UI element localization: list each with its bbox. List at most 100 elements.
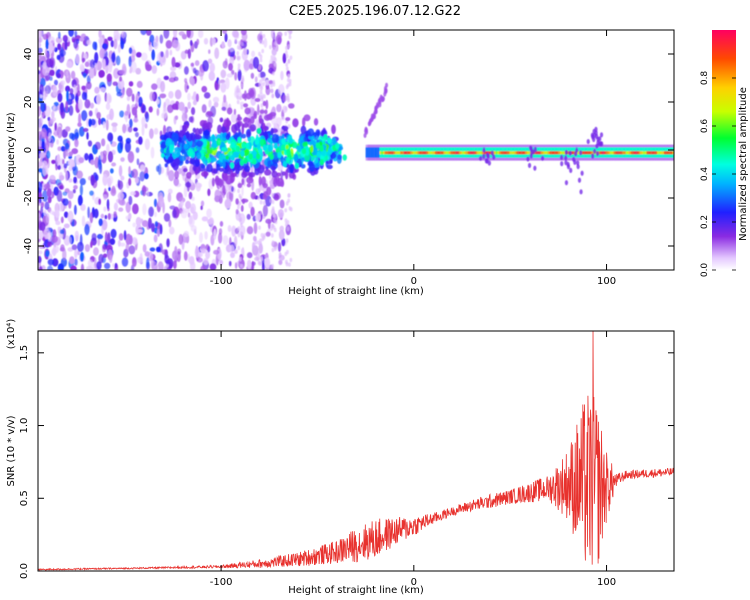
colorbar-label: Normalized spectral amplitude [738,87,749,241]
heatmap-cell [169,49,173,56]
heatmap-cell [180,200,184,207]
heatmap-cell [77,194,83,206]
heatmap-cell [242,122,249,128]
heatmap-cell [258,51,261,57]
heatmap-cell [45,58,53,68]
heatmap-cell [74,204,77,215]
heatmap-cell [262,76,266,82]
heatmap-cell [251,260,255,270]
heatmap-cell [53,79,58,86]
heatmap-cell [265,165,269,171]
heatmap-cell [569,167,573,174]
heatmap-cell [65,101,69,113]
heatmap-cell [220,147,227,152]
heatmap-cell [100,213,105,219]
heatmap-cell [527,162,532,169]
heatmap-cell [236,45,240,50]
heatmap-cell [258,243,263,254]
heatmap-cell [364,126,368,132]
heatmap-cell [128,178,132,186]
heatmap-cell [166,238,170,248]
heatmap-cell [269,153,274,160]
heatmap-cell [47,116,51,121]
heatmap-cell [184,81,189,93]
heatmap-cell [62,198,69,206]
heatmap-cell [529,145,533,151]
heatmap-cell [144,123,148,129]
heatmap-cell [219,117,224,123]
heatmap-cell [73,176,78,184]
heatmap-cell [282,52,287,64]
heatmap-cell [185,200,191,210]
heatmap-cell [39,265,43,270]
heatmap-cell [257,93,261,99]
snr-series [38,331,674,571]
heatmap-cell [262,81,265,87]
heatmap-cell [132,203,139,215]
heatmap-cell [203,138,208,147]
heatmap-cell [201,216,209,222]
heatmap-cell [240,150,245,157]
heatmap-cell [131,168,139,179]
heatmap-cell [118,165,123,177]
heatmap-cell [94,51,99,64]
heatmap-cell [40,206,44,218]
heatmap-cell [270,179,274,184]
heatmap-cell [237,136,242,144]
heatmap-cell [60,80,66,86]
heatmap-cell [670,151,674,155]
heatmap-cell [111,185,116,194]
heatmap-cell [51,110,55,119]
heatmap-cell [124,141,131,153]
heatmap-cell [185,181,192,188]
heatmap-cell [265,86,271,96]
heatmap-cell [98,253,104,264]
heatmap-cell [64,142,70,150]
heatmap-cell [274,123,278,129]
heatmap-cell [591,153,595,159]
heatmap-cell [68,151,74,156]
heatmap-cell [127,150,135,163]
heatmap-cell [65,150,69,157]
heatmap-cell [323,134,328,141]
heatmap-cell [144,251,150,257]
heatmap-cell [256,127,262,135]
heatmap-cell [103,194,108,201]
heatmap-cell [189,39,193,47]
heatmap-cell [49,69,55,77]
heatmap-cell [39,152,46,159]
heatmap-cell [246,176,254,184]
heatmap-cell [49,210,55,215]
heatmap-cell [277,208,284,219]
heatmap-cell [592,148,597,154]
heatmap-cell [253,112,257,118]
heatmap-cell [144,172,149,180]
heatmap-cell [101,225,104,236]
heatmap-cell [94,174,99,181]
heatmap-cell [259,210,263,216]
heatmap-cell [282,94,287,102]
heatmap-cell [190,225,197,232]
heatmap-cell [121,257,129,267]
heatmap-cell [66,89,69,102]
heatmap-cell [38,130,42,142]
heatmap-cell [214,47,220,60]
heatmap-cell [156,246,161,253]
heatmap-cell [161,249,168,255]
heatmap-cell [59,102,64,113]
heatmap-cell [262,33,266,39]
heatmap-cell [117,192,124,201]
heatmap-cell [132,222,136,228]
heatmap-cell [68,236,72,245]
heatmap-cell [130,61,137,73]
heatmap-cell [135,147,140,153]
heatmap-cell [44,201,50,210]
heatmap-cell [151,65,158,74]
heatmap-cell [225,133,231,141]
heatmap-cell [274,41,277,46]
heatmap-cell [289,163,294,174]
heatmap-cell [68,200,72,209]
heatmap-cell [223,119,227,127]
heatmap-cell [173,30,178,38]
heatmap-cell [208,49,211,54]
